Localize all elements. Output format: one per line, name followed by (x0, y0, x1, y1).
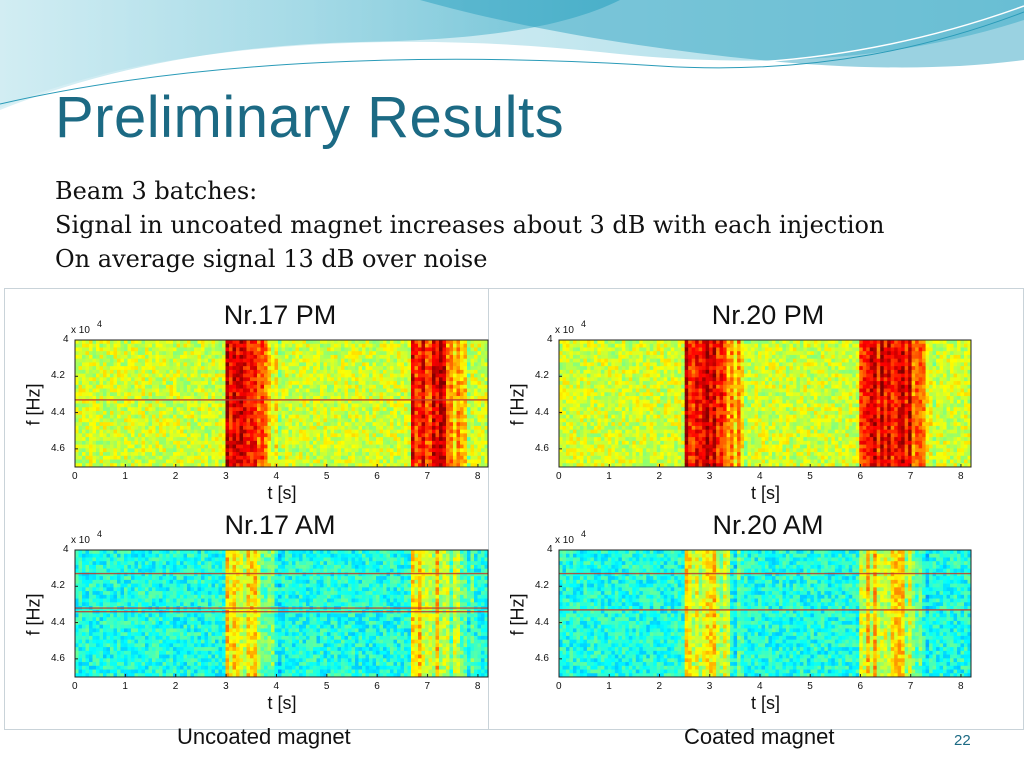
y-tick-label: 4.4 (535, 616, 549, 628)
header-wave-decoration (0, 0, 1024, 113)
caption-coated: Coated magnet (684, 724, 835, 749)
spectrogram-nr17-am: Nr.17 AM 0 1 2 3 4 5 6 7 8 4 4.2 4.4 4.6 x 10 4 f [Hz] t… (0, 506, 490, 724)
spectrogram-nr20-am: Nr.20 AM 0 1 2 3 4 5 6 7 8 4 4.2 4.4 4.6 x 10 4 f [Hz] t… (488, 506, 988, 724)
chart-title: Nr.17 AM (224, 510, 336, 540)
x-tick-label: 3 (706, 471, 713, 482)
x-tick-label: 5 (323, 471, 330, 482)
text-line-3: On average signal 13 dB over noise (55, 245, 488, 273)
x-axis-label: t [s] (751, 483, 781, 503)
x-tick-label: 0 (556, 471, 562, 482)
y-tick-label: 4.2 (51, 370, 65, 382)
x-tick-label: 7 (907, 681, 914, 692)
x-tick-label: 6 (374, 471, 380, 482)
x-tick-label: 4 (756, 681, 763, 692)
chart-title: Nr.17 PM (223, 300, 337, 330)
heatmap-cells (75, 550, 489, 678)
y-tick-label: 4 (63, 544, 69, 555)
y-tick-label: 4.2 (51, 580, 65, 592)
x-tick-label: 8 (957, 471, 964, 482)
x-tick-label: 0 (72, 471, 78, 482)
spectrogram-svg (74, 549, 489, 678)
y-tick-label: 4.2 (535, 370, 549, 382)
y-axis-label: f [Hz] (23, 382, 44, 426)
y-tick-label: 4.2 (535, 580, 549, 592)
heatmap-cells (559, 340, 972, 468)
text-line-1: Beam 3 batches: (55, 177, 258, 205)
axes-frame (558, 339, 972, 468)
x-tick-label: 1 (122, 681, 128, 692)
x-axis-label: t [s] (267, 483, 297, 503)
x-tick-label: 8 (474, 471, 481, 482)
x-tick-label: 8 (957, 681, 964, 692)
x-axis-label: t [s] (751, 693, 781, 713)
y-multiplier-label: x 10 (555, 535, 574, 546)
x-tick-label: 0 (72, 681, 78, 692)
y-tick-label: 4.6 (51, 442, 65, 454)
x-tick-label: 5 (807, 471, 813, 482)
heatmap-cells (559, 550, 972, 678)
y-multiplier-label: x 10 (555, 325, 574, 336)
spectrogram-nr20-pm: Nr.20 PM 0 1 2 3 4 5 6 7 8 4 4.2 4.4 4.6 x 10 4 f [Hz] t… (488, 296, 988, 510)
y-multiplier-label: x 10 (71, 325, 90, 336)
spectrogram-svg (558, 549, 972, 678)
x-tick-label: 2 (172, 471, 179, 482)
y-multiplier-label: x 10 (71, 535, 90, 546)
axes-frame (74, 339, 489, 468)
y-tick-label: 4.6 (51, 652, 65, 664)
x-tick-label: 1 (606, 471, 612, 482)
y-multiplier-exponent: 4 (97, 319, 103, 329)
text-line-2: Signal in uncoated magnet increases abou… (55, 211, 885, 239)
y-tick-label: 4 (63, 334, 69, 345)
x-tick-label: 4 (273, 471, 280, 482)
axes-frame (74, 549, 489, 678)
x-tick-label: 1 (606, 681, 612, 692)
y-tick-label: 4.4 (51, 406, 65, 418)
y-multiplier-exponent: 4 (97, 529, 103, 539)
y-tick-label: 4.4 (535, 406, 549, 418)
x-tick-label: 4 (273, 681, 280, 692)
x-tick-label: 3 (223, 471, 229, 482)
x-tick-label: 5 (323, 681, 330, 692)
x-tick-label: 0 (556, 681, 562, 692)
x-tick-label: 7 (424, 681, 431, 692)
y-axis-label: f [Hz] (507, 592, 528, 636)
y-axis-label: f [Hz] (507, 382, 528, 426)
x-tick-label: 6 (857, 471, 864, 482)
chart-title: Nr.20 AM (712, 510, 824, 540)
page-number: 22 (954, 732, 971, 749)
bullet-text: Beam 3 batches: Signal in uncoated magne… (55, 174, 884, 276)
spectrogram-nr17-pm: Nr.17 PM 0 1 2 3 4 5 6 7 8 4 4.2 4.4 4.6 x 10 4 f [Hz] t… (0, 296, 490, 510)
chart-title: Nr.20 PM (711, 300, 825, 330)
x-tick-label: 7 (907, 471, 914, 482)
spectrogram-svg (558, 339, 972, 468)
x-tick-label: 6 (374, 681, 380, 692)
x-tick-label: 2 (656, 471, 663, 482)
x-tick-label: 2 (656, 681, 663, 692)
y-tick-label: 4 (547, 544, 553, 555)
heatmap-cells (75, 340, 489, 468)
y-multiplier-exponent: 4 (581, 529, 587, 539)
x-tick-label: 3 (706, 681, 713, 692)
x-tick-label: 5 (807, 681, 813, 692)
y-tick-label: 4 (547, 334, 553, 345)
y-tick-label: 4.6 (535, 652, 549, 664)
x-tick-label: 7 (424, 471, 431, 482)
x-tick-label: 6 (857, 681, 864, 692)
caption-uncoated: Uncoated magnet (177, 724, 351, 749)
axes-frame (558, 549, 972, 678)
y-axis-label: f [Hz] (23, 592, 44, 636)
y-tick-label: 4.6 (535, 442, 549, 454)
slide-title: Preliminary Results (55, 85, 565, 150)
x-axis-label: t [s] (267, 693, 297, 713)
x-tick-label: 2 (172, 681, 179, 692)
x-tick-label: 3 (223, 681, 229, 692)
spectrogram-svg (74, 339, 489, 468)
x-tick-label: 1 (122, 471, 128, 482)
y-tick-label: 4.4 (51, 616, 65, 628)
x-tick-label: 4 (756, 471, 763, 482)
y-multiplier-exponent: 4 (581, 319, 587, 329)
x-tick-label: 8 (474, 681, 481, 692)
